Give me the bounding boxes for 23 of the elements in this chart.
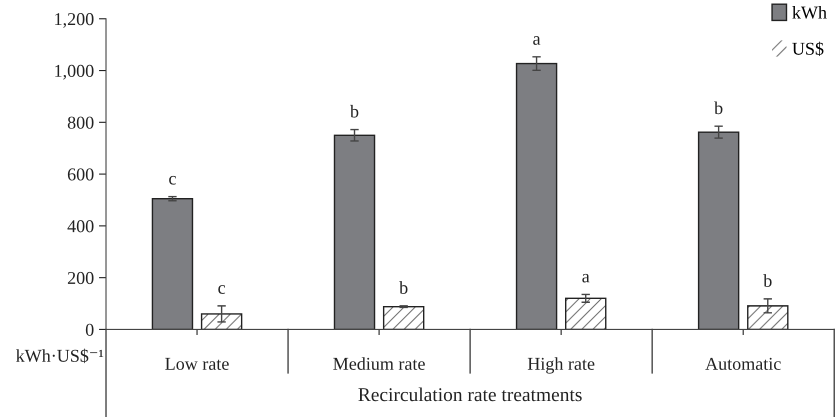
y-tick-label: 0 bbox=[86, 324, 94, 336]
annotation: b bbox=[399, 281, 408, 294]
annotation: a bbox=[533, 36, 540, 45]
y-tick-label: 600 bbox=[68, 168, 94, 181]
annotation: b bbox=[763, 274, 772, 287]
x-tick-label: High rate bbox=[528, 357, 594, 374]
y-axis-title: kWh·US$⁻¹ bbox=[16, 348, 104, 364]
legend-label: US$ bbox=[792, 42, 824, 56]
y-tick-label: 1,000 bbox=[55, 64, 94, 80]
annotation: c bbox=[169, 176, 176, 185]
y-tick-label: 1,200 bbox=[55, 13, 94, 28]
annotation: c bbox=[218, 285, 226, 294]
x-axis-title: Recirculation rate treatments bbox=[358, 388, 582, 402]
annotation: a bbox=[582, 274, 590, 282]
x-tick-label: Medium rate bbox=[333, 357, 425, 370]
y-tick-label: 800 bbox=[68, 116, 94, 129]
y-tick-label: 200 bbox=[68, 272, 94, 284]
x-tick-label: Low rate bbox=[165, 358, 229, 370]
legend-label: kWh bbox=[792, 6, 827, 19]
y-tick-label: 400 bbox=[67, 220, 94, 232]
annotation: b bbox=[350, 104, 358, 118]
x-tick-label: Automatic bbox=[705, 358, 781, 370]
annotation: b bbox=[714, 101, 722, 114]
